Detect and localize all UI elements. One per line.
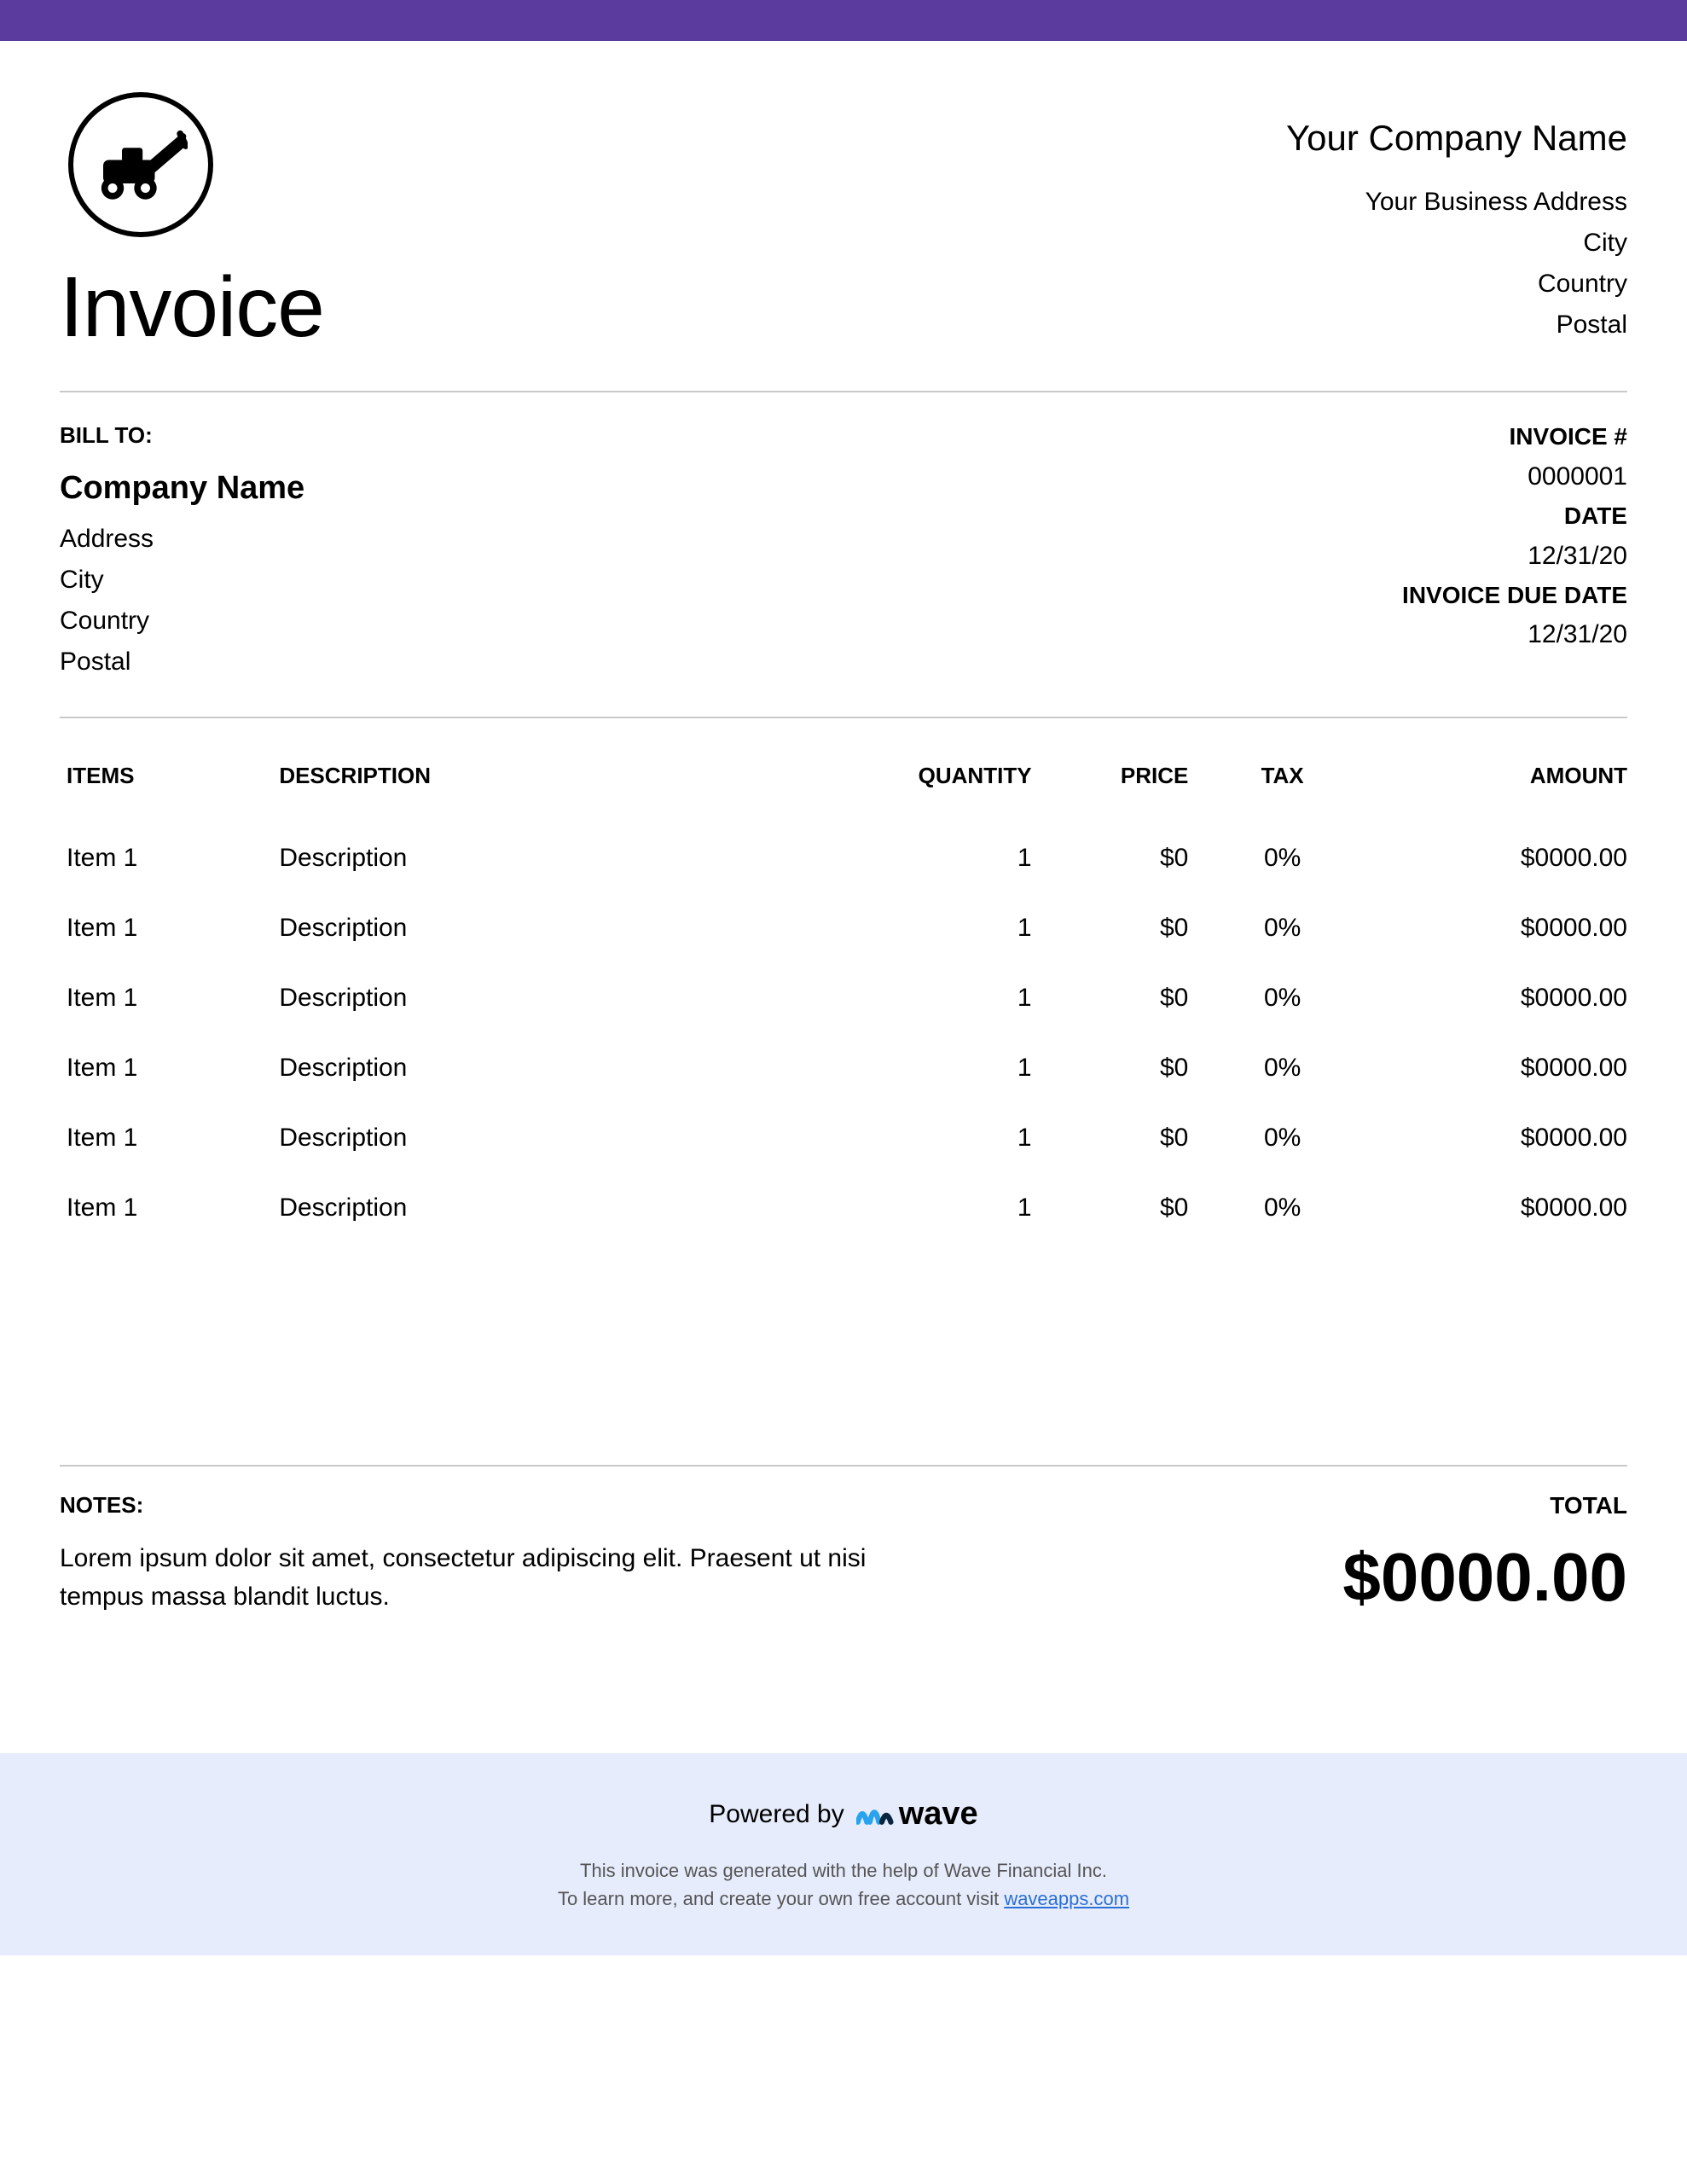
wave-brand-text: wave [899, 1796, 978, 1833]
powered-by-label: Powered by [709, 1800, 844, 1829]
cell-amount: $0000.00 [1377, 1103, 1627, 1173]
cell-amount: $0000.00 [1377, 963, 1627, 1033]
cell-item: Item 1 [60, 823, 279, 893]
footer-line2-pre: To learn more, and create your own free … [558, 1888, 1004, 1909]
table-row: Item 1Description1$00%$0000.00 [60, 1033, 1627, 1103]
cell-tax: 0% [1188, 823, 1377, 893]
company-address: Your Business Address [1286, 182, 1627, 223]
total-block: TOTAL $0000.00 [1342, 1492, 1627, 1617]
footer: Powered by wave This invoice was generat… [0, 1753, 1687, 1955]
cell-quantity: 1 [844, 1173, 1032, 1243]
lawnmower-icon [68, 92, 213, 237]
table-row: Item 1Description1$00%$0000.00 [60, 1173, 1627, 1243]
divider [60, 391, 1627, 392]
line-items-table: ITEMS DESCRIPTION QUANTITY PRICE TAX AMO… [60, 744, 1627, 1243]
divider [60, 717, 1627, 718]
cell-amount: $0000.00 [1377, 1173, 1627, 1243]
cell-quantity: 1 [844, 1033, 1032, 1103]
cell-item: Item 1 [60, 1033, 279, 1103]
cell-description: Description [279, 893, 844, 963]
wave-logo: wave [856, 1796, 978, 1833]
company-name: Your Company Name [1286, 109, 1627, 166]
cell-tax: 0% [1188, 1173, 1377, 1243]
cell-price: $0 [1032, 823, 1189, 893]
col-price: PRICE [1032, 744, 1189, 823]
cell-tax: 0% [1188, 893, 1377, 963]
cell-item: Item 1 [60, 1103, 279, 1173]
wave-icon [856, 1798, 894, 1831]
table-row: Item 1Description1$00%$0000.00 [60, 823, 1627, 893]
table-header-row: ITEMS DESCRIPTION QUANTITY PRICE TAX AMO… [60, 744, 1627, 823]
cell-quantity: 1 [844, 1103, 1032, 1173]
col-description: DESCRIPTION [279, 744, 844, 823]
document-title: Invoice [60, 258, 324, 357]
notes-block: NOTES: Lorem ipsum dolor sit amet, conse… [60, 1492, 922, 1616]
cell-item: Item 1 [60, 893, 279, 963]
col-quantity: QUANTITY [844, 744, 1032, 823]
bill-to-address: Address [60, 519, 304, 560]
cell-price: $0 [1032, 893, 1189, 963]
invoice-meta: INVOICE # 0000001 DATE 12/31/20 INVOICE … [1402, 418, 1627, 655]
cell-price: $0 [1032, 963, 1189, 1033]
col-items: ITEMS [60, 744, 279, 823]
notes-label: NOTES: [60, 1492, 922, 1519]
header: Invoice Your Company Name Your Business … [60, 92, 1627, 357]
cell-amount: $0000.00 [1377, 823, 1627, 893]
cell-description: Description [279, 963, 844, 1033]
cell-description: Description [279, 1103, 844, 1173]
invoice-page: Invoice Your Company Name Your Business … [0, 41, 1687, 1617]
cell-tax: 0% [1188, 1033, 1377, 1103]
cell-description: Description [279, 1173, 844, 1243]
company-country: Country [1286, 264, 1627, 305]
bill-to-country: Country [60, 601, 304, 642]
cell-price: $0 [1032, 1033, 1189, 1103]
cell-tax: 0% [1188, 963, 1377, 1033]
notes-row: NOTES: Lorem ipsum dolor sit amet, conse… [60, 1492, 1627, 1617]
bill-to-city: City [60, 560, 304, 601]
notes-body: Lorem ipsum dolor sit amet, consectetur … [60, 1539, 922, 1616]
cell-description: Description [279, 823, 844, 893]
cell-description: Description [279, 1033, 844, 1103]
cell-quantity: 1 [844, 823, 1032, 893]
meta-row: BILL TO: Company Name Address City Count… [60, 418, 1627, 682]
invoice-due-date-label: INVOICE DUE DATE [1402, 577, 1627, 615]
col-tax: TAX [1188, 744, 1377, 823]
col-amount: AMOUNT [1377, 744, 1627, 823]
cell-item: Item 1 [60, 963, 279, 1033]
divider [60, 1465, 1627, 1467]
invoice-date: 12/31/20 [1402, 536, 1627, 577]
cell-price: $0 [1032, 1103, 1189, 1173]
total-label: TOTAL [1342, 1492, 1627, 1519]
cell-amount: $0000.00 [1377, 893, 1627, 963]
bill-to-name: Company Name [60, 462, 304, 514]
footer-line2: To learn more, and create your own free … [0, 1885, 1687, 1913]
powered-by: Powered by wave [0, 1796, 1687, 1833]
table-row: Item 1Description1$00%$0000.00 [60, 893, 1627, 963]
table-row: Item 1Description1$00%$0000.00 [60, 1103, 1627, 1173]
top-accent-bar [0, 0, 1687, 41]
footer-text: This invoice was generated with the help… [0, 1856, 1687, 1913]
bill-to-block: BILL TO: Company Name Address City Count… [60, 418, 304, 682]
table-row: Item 1Description1$00%$0000.00 [60, 963, 1627, 1033]
cell-tax: 0% [1188, 1103, 1377, 1173]
company-city: City [1286, 223, 1627, 264]
cell-quantity: 1 [844, 893, 1032, 963]
footer-line1: This invoice was generated with the help… [0, 1856, 1687, 1885]
cell-quantity: 1 [844, 963, 1032, 1033]
cell-amount: $0000.00 [1377, 1033, 1627, 1103]
bill-to-postal: Postal [60, 642, 304, 682]
cell-item: Item 1 [60, 1173, 279, 1243]
invoice-number-label: INVOICE # [1402, 418, 1627, 456]
total-value: $0000.00 [1342, 1538, 1627, 1617]
logo-block: Invoice [60, 92, 324, 357]
company-info: Your Company Name Your Business Address … [1286, 92, 1627, 346]
invoice-date-label: DATE [1402, 497, 1627, 536]
company-postal: Postal [1286, 305, 1627, 346]
invoice-due-date: 12/31/20 [1402, 614, 1627, 655]
footer-link[interactable]: waveapps.com [1004, 1888, 1129, 1909]
cell-price: $0 [1032, 1173, 1189, 1243]
invoice-number: 0000001 [1402, 456, 1627, 497]
spacer [60, 1243, 1627, 1431]
bill-to-label: BILL TO: [60, 418, 304, 454]
